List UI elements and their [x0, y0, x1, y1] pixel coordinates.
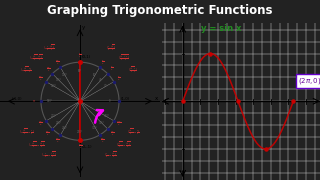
Text: 30°: 30° — [104, 84, 108, 88]
Text: $\frac{5\pi}{4}$: $\frac{5\pi}{4}$ — [45, 129, 50, 138]
Text: $\frac{11\pi}{6}$: $\frac{11\pi}{6}$ — [116, 119, 122, 129]
Text: $(-\frac{\sqrt{2}}{2},\frac{\sqrt{2}}{2})$: $(-\frac{\sqrt{2}}{2},\frac{\sqrt{2}}{2}… — [29, 53, 44, 63]
Text: 300°: 300° — [92, 126, 98, 130]
Text: x: x — [155, 96, 158, 101]
Text: y = sin x: y = sin x — [201, 24, 242, 33]
FancyArrowPatch shape — [95, 110, 103, 123]
Text: $\frac{7\pi}{4}$: $\frac{7\pi}{4}$ — [110, 129, 115, 138]
Text: $(\frac{1}{2},\frac{\sqrt{3}}{2})$: $(\frac{1}{2},\frac{\sqrt{3}}{2})$ — [106, 43, 116, 53]
Text: 225°: 225° — [55, 121, 61, 125]
Text: $(-\frac{1}{2},\frac{\sqrt{3}}{2})$: $(-\frac{1}{2},\frac{\sqrt{3}}{2})$ — [43, 43, 55, 53]
Text: $\frac{5\pi}{3}$: $\frac{5\pi}{3}$ — [100, 136, 105, 145]
Text: $(-\frac{1}{2},-\frac{\sqrt{3}}{2})$: $(-\frac{1}{2},-\frac{\sqrt{3}}{2})$ — [41, 150, 57, 160]
Text: y: y — [82, 25, 85, 30]
Text: 270°: 270° — [77, 130, 83, 134]
Text: $\frac{3\pi}{4}$: $\frac{3\pi}{4}$ — [46, 65, 50, 74]
Text: $\frac{2\pi}{3}$: $\frac{2\pi}{3}$ — [55, 57, 60, 67]
Text: $\frac{\pi}{6}$: $\frac{\pi}{6}$ — [117, 75, 120, 83]
Text: $\frac{\pi}{3}$: $\frac{\pi}{3}$ — [100, 58, 104, 67]
Text: $(\frac{\sqrt{2}}{2},-\frac{\sqrt{2}}{2})$: $(\frac{\sqrt{2}}{2},-\frac{\sqrt{2}}{2}… — [116, 140, 131, 150]
Text: $\frac{4\pi}{3}$: $\frac{4\pi}{3}$ — [55, 136, 60, 145]
Text: 180°: 180° — [47, 99, 52, 103]
Text: $(\frac{\sqrt{3}}{2},-\frac{1}{2})$: $(\frac{\sqrt{3}}{2},-\frac{1}{2})$ — [127, 127, 140, 137]
Text: $\frac{\pi}{4}$: $\frac{\pi}{4}$ — [110, 65, 114, 73]
Text: $(-\frac{\sqrt{2}}{2},-\frac{\sqrt{2}}{2})$: $(-\frac{\sqrt{2}}{2},-\frac{\sqrt{2}}{2… — [28, 140, 45, 150]
Text: $\frac{3\pi}{2}$: $\frac{3\pi}{2}$ — [78, 142, 82, 151]
Text: (1,0): (1,0) — [121, 96, 130, 100]
Text: 210°: 210° — [51, 114, 57, 118]
Text: 0°: 0° — [109, 99, 112, 103]
Text: 45°: 45° — [99, 78, 104, 82]
Text: (-1,0): (-1,0) — [12, 96, 22, 100]
Text: $(\frac{1}{2},-\frac{\sqrt{3}}{2})$: $(\frac{1}{2},-\frac{\sqrt{3}}{2})$ — [104, 150, 118, 160]
Text: $(-\frac{\sqrt{3}}{2},-\frac{1}{2})$: $(-\frac{\sqrt{3}}{2},-\frac{1}{2})$ — [19, 127, 35, 137]
Text: 240°: 240° — [62, 126, 68, 130]
Text: $\frac{7\pi}{6}$: $\frac{7\pi}{6}$ — [38, 119, 43, 129]
Text: 315°: 315° — [99, 121, 105, 125]
Text: 120°: 120° — [62, 73, 68, 77]
Text: 150°: 150° — [51, 84, 57, 88]
Text: (0,-1): (0,-1) — [82, 145, 92, 149]
Text: $(2\pi, 0)$: $(2\pi, 0)$ — [298, 76, 320, 86]
Text: 330°: 330° — [103, 114, 109, 118]
Text: $\frac{5\pi}{6}$: $\frac{5\pi}{6}$ — [38, 74, 43, 83]
Text: $(\frac{\sqrt{3}}{2},\frac{1}{2})$: $(\frac{\sqrt{3}}{2},\frac{1}{2})$ — [128, 66, 139, 75]
Text: Graphing Trigonometric Functions: Graphing Trigonometric Functions — [47, 4, 273, 17]
Text: $\frac{\pi}{2}$: $\frac{\pi}{2}$ — [78, 52, 82, 60]
Text: $(-\frac{\sqrt{3}}{2},\frac{1}{2})$: $(-\frac{\sqrt{3}}{2},\frac{1}{2})$ — [20, 66, 33, 75]
Text: 90°: 90° — [78, 69, 82, 73]
Text: $\pi$: $\pi$ — [32, 98, 36, 104]
Text: 135°: 135° — [55, 78, 61, 82]
Text: $(\frac{\sqrt{2}}{2},\frac{\sqrt{2}}{2})$: $(\frac{\sqrt{2}}{2},\frac{\sqrt{2}}{2})… — [118, 53, 130, 63]
Text: (0,1): (0,1) — [82, 55, 91, 59]
Text: 60°: 60° — [93, 73, 97, 77]
